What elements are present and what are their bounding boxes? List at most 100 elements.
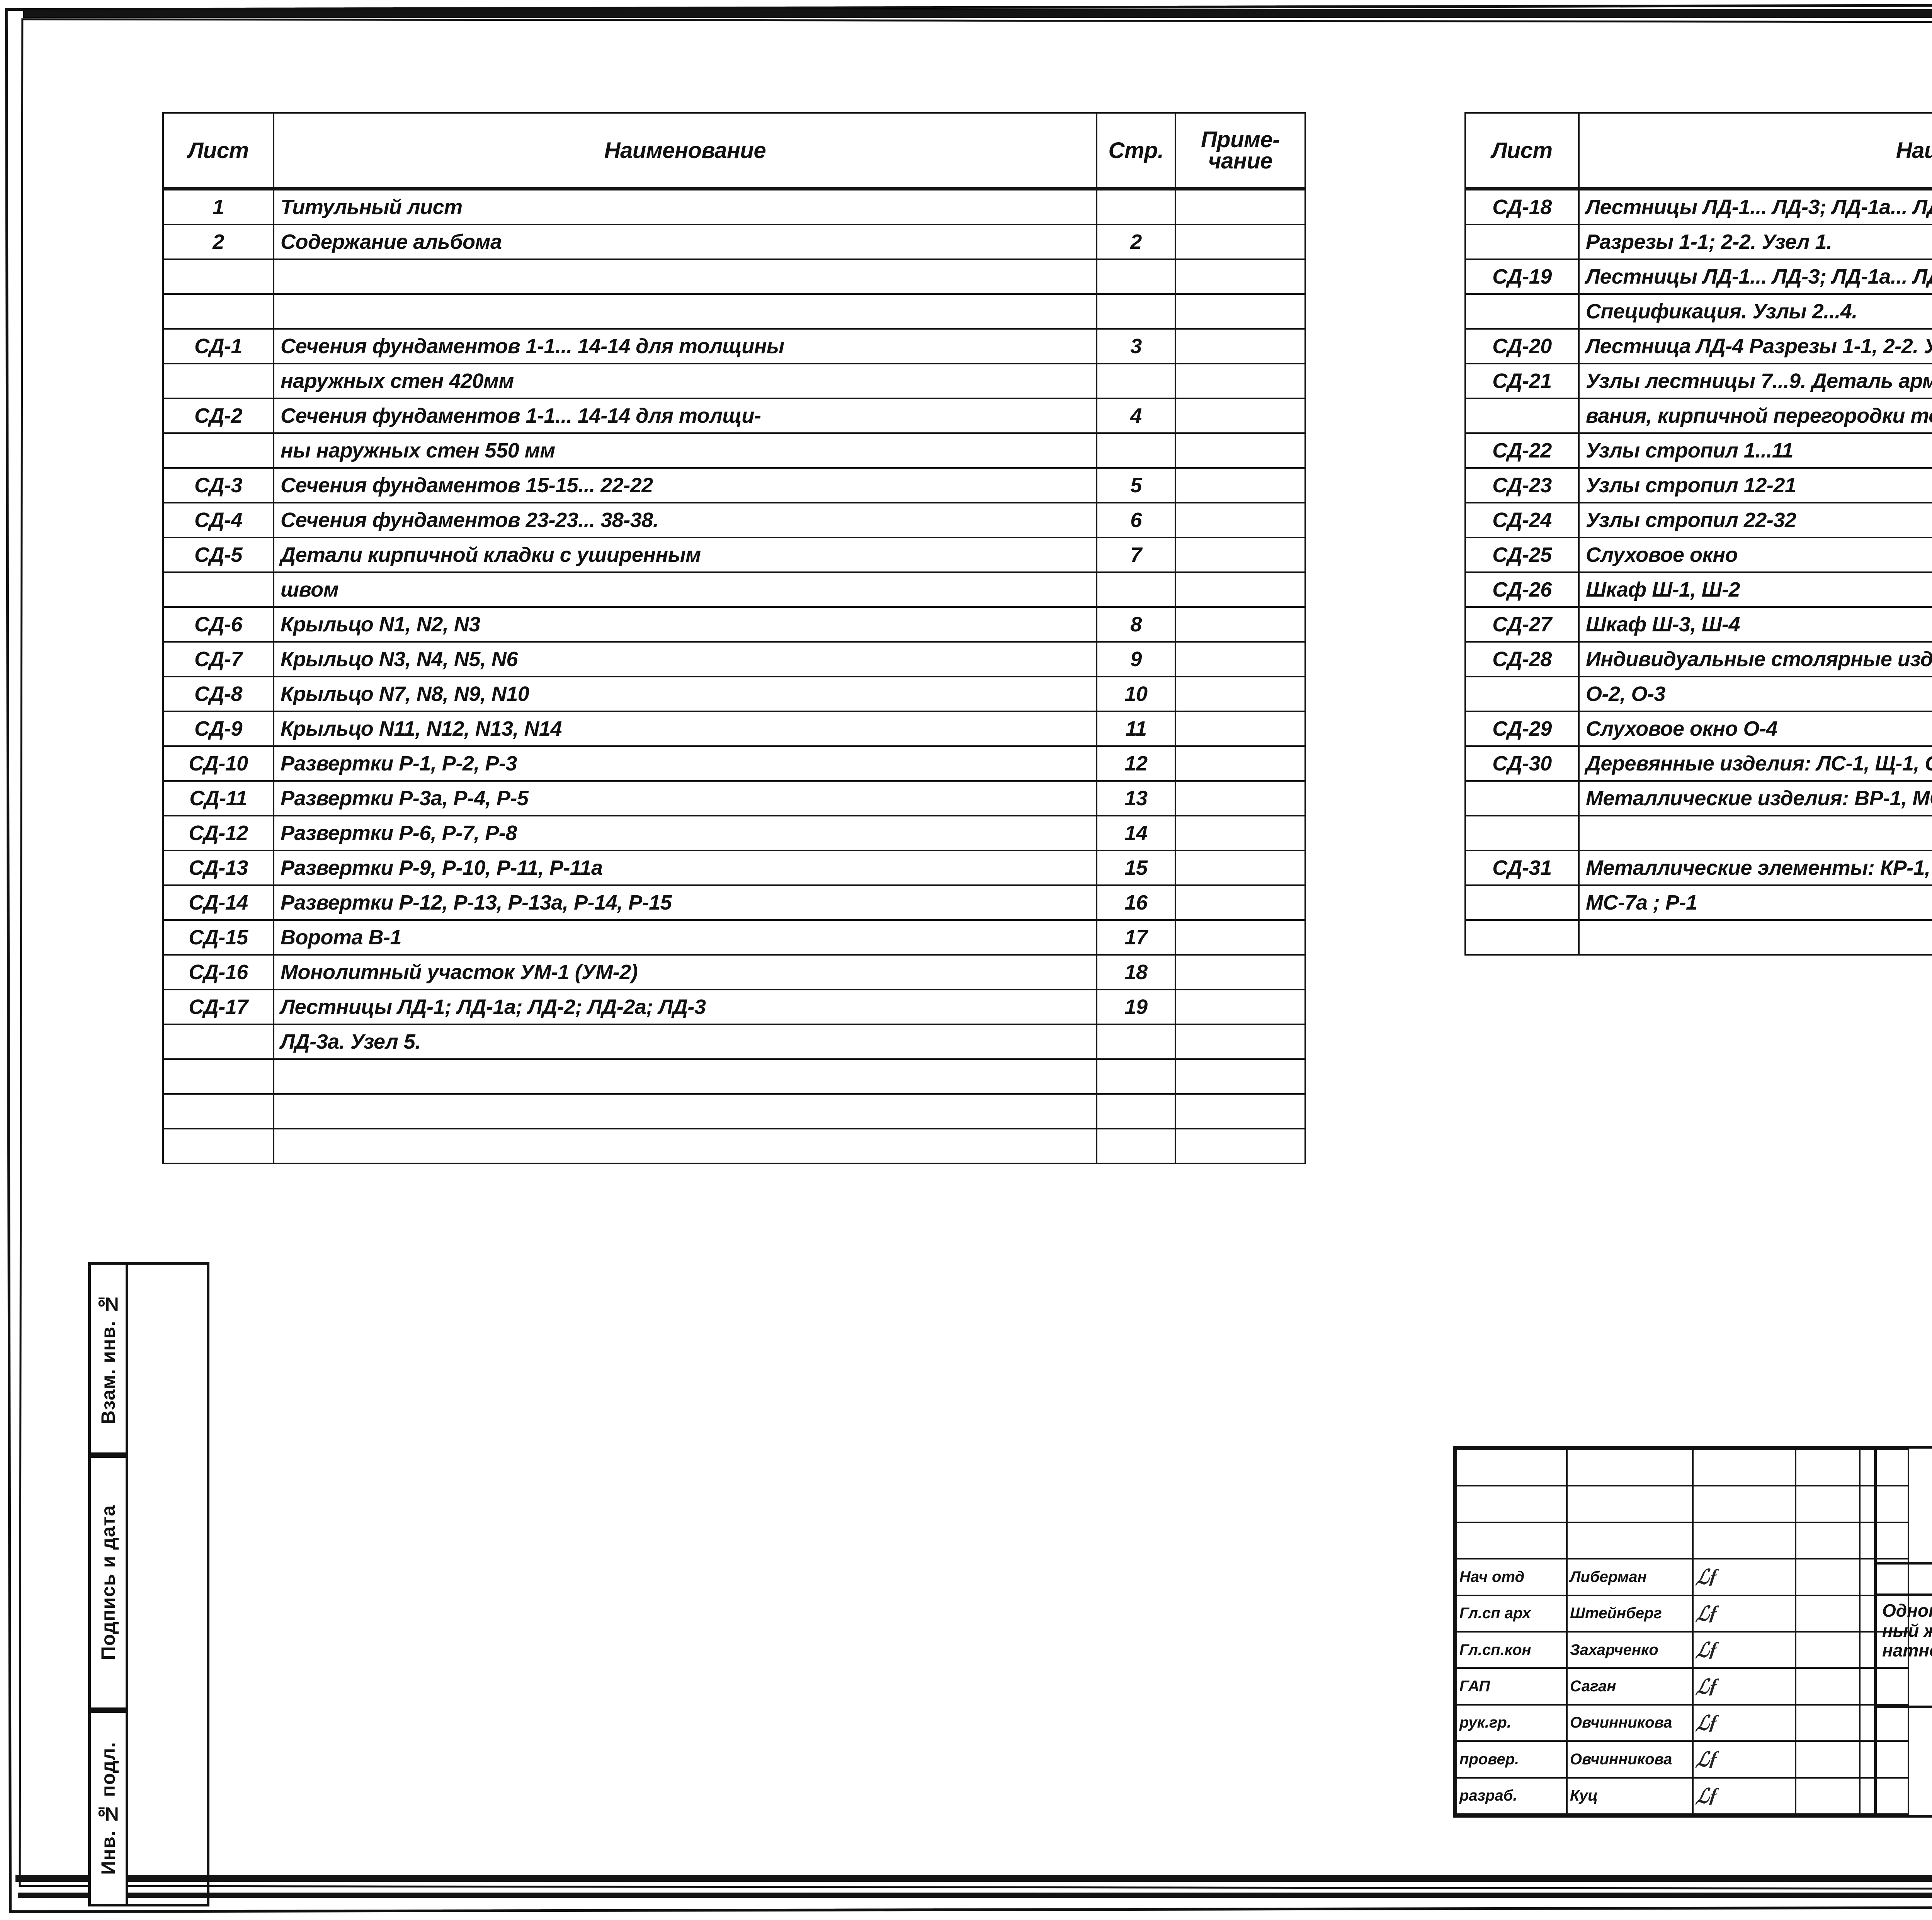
object-name-line3: натной квартирой. bbox=[1882, 1640, 1932, 1661]
cell-page: 5 bbox=[1096, 467, 1176, 503]
handwritten-signature-icon: ℒƒ bbox=[1694, 1673, 1720, 1700]
cell-sheet: СД-20 bbox=[1464, 328, 1580, 364]
side-stamp-vzam: Взам. инв. № bbox=[88, 1262, 128, 1455]
signature-date bbox=[1795, 1594, 1861, 1633]
table-header-row: Лист Наименование Стр. Приме- чание bbox=[162, 112, 1306, 190]
cell-name: вания, кирпичной перегородки толщ. 65мм bbox=[1578, 398, 1932, 434]
cell-sheet: СД-24 bbox=[1464, 502, 1580, 538]
table-header-row: Лист Наименование Стр. Приме- чание bbox=[1464, 112, 1932, 190]
handwritten-signature-icon: ℒƒ bbox=[1694, 1710, 1720, 1736]
cell-name: Ворота В-1 bbox=[273, 919, 1097, 956]
handwritten-signature-icon: ℒƒ bbox=[1694, 1564, 1720, 1590]
cell-page: 13 bbox=[1096, 780, 1176, 816]
cell-sheet: СД-16 bbox=[162, 954, 274, 990]
table-row: МС-7а ; Р-1 bbox=[1464, 884, 1932, 921]
signature-name: Овчинникова bbox=[1566, 1740, 1694, 1779]
cell-sheet: СД-1 bbox=[162, 328, 274, 364]
cell-page: 10 bbox=[1096, 676, 1176, 712]
cell-name: Сечения фундаментов 23-23... 38-38. bbox=[273, 502, 1097, 538]
signature-name: Либерман bbox=[1566, 1558, 1694, 1596]
signature-blank bbox=[1859, 1594, 1909, 1633]
cell-sheet: СД-31 bbox=[1464, 850, 1580, 886]
cell-sheet: СД-18 bbox=[1464, 188, 1580, 225]
signature-spacer-cell bbox=[1456, 1521, 1568, 1560]
table-row bbox=[162, 1128, 1306, 1164]
cell-page: 3 bbox=[1096, 328, 1176, 364]
signature-blank bbox=[1859, 1704, 1909, 1742]
signature-date bbox=[1795, 1777, 1861, 1815]
cell-sheet bbox=[1464, 224, 1580, 260]
signature-date bbox=[1795, 1667, 1861, 1706]
table-row: СД-13 Развертки Р-9, Р-10, Р-11, Р-11а 15 bbox=[162, 850, 1306, 886]
cell-sheet: СД-22 bbox=[1464, 432, 1580, 469]
cell-sheet: СД-12 bbox=[162, 815, 274, 851]
cell-sheet: СД-14 bbox=[162, 884, 274, 921]
cell-page: 18 bbox=[1096, 954, 1176, 990]
cell-name: Узлы стропил 22-32 bbox=[1578, 502, 1932, 538]
cell-note bbox=[1175, 711, 1306, 747]
signature-row: ГАП Саган ℒƒ bbox=[1456, 1667, 1909, 1706]
table-row: 2 Содержание альбома 2 bbox=[162, 224, 1306, 260]
cell-sheet bbox=[1464, 919, 1580, 956]
header-note-line2: чание bbox=[1208, 148, 1273, 173]
cell-note bbox=[1175, 676, 1306, 712]
side-stamp-podpis: Подпись и дата bbox=[88, 1455, 128, 1710]
cell-name: наружных стен 420мм bbox=[273, 363, 1097, 399]
object-name-line1: Однокварτирный одноэтаж bbox=[1882, 1600, 1932, 1621]
object-name-line2: ный жилой дом с 4 ком- bbox=[1882, 1620, 1932, 1641]
cell-note bbox=[1175, 850, 1306, 886]
cell-page: 9 bbox=[1096, 641, 1176, 677]
table-row: СД-1 Сечения фундаментов 1-1... 14-14 для… bbox=[162, 328, 1306, 364]
signature-row: рук.гр. Овчинникова ℒƒ bbox=[1456, 1704, 1909, 1742]
cell-sheet bbox=[162, 571, 274, 608]
cell-sheet: СД-17 bbox=[162, 989, 274, 1025]
signature-spacer-cell bbox=[1859, 1485, 1909, 1523]
cell-name: Развертки Р-6, Р-7, Р-8 bbox=[273, 815, 1097, 851]
signature-mark: ℒƒ bbox=[1692, 1594, 1796, 1633]
cell-page: 7 bbox=[1096, 537, 1176, 573]
signature-spacer-row bbox=[1456, 1448, 1909, 1487]
cell-name: ны наружных стен 550 мм bbox=[273, 432, 1097, 469]
cell-sheet: СД-6 bbox=[162, 606, 274, 643]
cell-sheet: СД-9 bbox=[162, 711, 274, 747]
table-row bbox=[162, 1093, 1306, 1129]
cell-note bbox=[1175, 606, 1306, 643]
table-row: СД-12 Развертки Р-6, Р-7, Р-8 14 bbox=[162, 815, 1306, 851]
cell-page: 11 bbox=[1096, 711, 1176, 747]
title-block-body: Однокварτирный одноэтаж ный жилой дом с … bbox=[1877, 1596, 1932, 1818]
cell-name: Разрезы 1-1; 2-2. Узел 1. bbox=[1578, 224, 1932, 260]
cell-name bbox=[1578, 815, 1932, 851]
signature-row: разраб. Куц ℒƒ bbox=[1456, 1777, 1909, 1815]
cell-name: Металлические элементы: КР-1, МС-1÷МС-7, bbox=[1578, 850, 1932, 886]
cell-sheet: СД-4 bbox=[162, 502, 274, 538]
signature-name: Саган bbox=[1566, 1667, 1694, 1706]
table-row: СД-9 Крыльцо N11, N12, N13, N14 11 bbox=[162, 711, 1306, 747]
signature-row: Нач отд Либерман ℒƒ bbox=[1456, 1558, 1909, 1596]
cell-page: 6 bbox=[1096, 502, 1176, 538]
cell-sheet bbox=[1464, 884, 1580, 921]
signature-role: Гл.сп арх bbox=[1456, 1594, 1568, 1633]
cell-sheet bbox=[1464, 815, 1580, 851]
signature-spacer-cell bbox=[1566, 1485, 1694, 1523]
cell-page bbox=[1096, 363, 1176, 399]
signature-spacer-cell bbox=[1795, 1485, 1861, 1523]
cell-sheet: СД-13 bbox=[162, 850, 274, 886]
cell-name: Шкаф Ш-3, Ш-4 bbox=[1578, 606, 1932, 643]
cell-name: Лестницы ЛД-1; ЛД-1а; ЛД-2; ЛД-2а; ЛД-3 bbox=[273, 989, 1097, 1025]
cell-sheet: СД-25 bbox=[1464, 537, 1580, 573]
cell-name: Шкаф Ш-1, Ш-2 bbox=[1578, 571, 1932, 608]
cell-name: Спецификация. Узлы 2...4. bbox=[1578, 293, 1932, 330]
signature-row: Гл.сп.кон Захарченко ℒƒ bbox=[1456, 1631, 1909, 1669]
table-row bbox=[162, 1058, 1306, 1095]
table-row bbox=[162, 293, 1306, 330]
table-row: швом bbox=[162, 571, 1306, 608]
title-block-spacer-row bbox=[1877, 1565, 1932, 1596]
header-page: Стр. bbox=[1096, 112, 1176, 190]
cell-note bbox=[1175, 258, 1306, 295]
cell-name: Деревянные изделия: ЛС-1, Щ-1, СЩ-1. bbox=[1578, 745, 1932, 782]
table-row: СД-4 Сечения фундаментов 23-23... 38-38. 6 bbox=[162, 502, 1306, 538]
